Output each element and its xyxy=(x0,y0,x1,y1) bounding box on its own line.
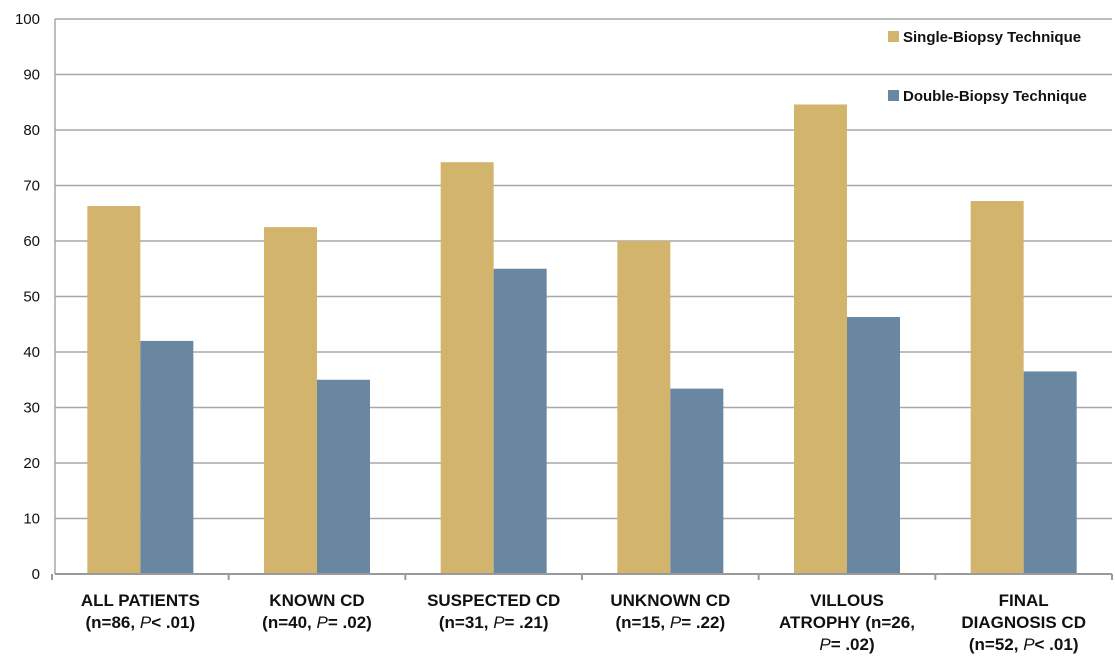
category-label: ALL PATIENTS xyxy=(81,591,200,610)
bar-single-biopsy xyxy=(617,241,671,574)
y-tick-label: 10 xyxy=(23,511,40,528)
y-tick-label: 40 xyxy=(23,344,40,361)
bar-double-biopsy xyxy=(140,340,194,574)
y-tick-label: 80 xyxy=(23,122,40,139)
legend-label: Single-Biopsy Technique xyxy=(903,29,1081,46)
y-tick-label: 20 xyxy=(23,455,40,472)
bar-double-biopsy xyxy=(847,317,900,574)
category-label: (n=31, P= .21) xyxy=(439,613,549,632)
y-tick-label: 100 xyxy=(15,11,40,28)
category-labels: ALL PATIENTS (n=86, P< .01) KNOWN CD (n=40,… xyxy=(81,591,1086,654)
y-tick-label: 60 xyxy=(23,233,40,250)
gridlines xyxy=(55,18,1112,520)
category-label: UNKNOWN CD xyxy=(610,591,730,610)
category-label: VILLOUS xyxy=(810,591,884,610)
category-label: (n=86, P< .01) xyxy=(86,613,196,632)
category-label: (n=52, P< .01) xyxy=(969,635,1079,654)
category-label: P= .02) xyxy=(819,635,874,654)
bar-single-biopsy xyxy=(87,206,141,574)
bar-single-biopsy xyxy=(440,162,494,574)
y-tick-label: 50 xyxy=(23,289,40,306)
x-axis xyxy=(51,19,1113,580)
category-label: DIAGNOSIS CD xyxy=(961,613,1086,632)
bar-double-biopsy xyxy=(493,268,547,574)
category-label: KNOWN CD xyxy=(269,591,364,610)
legend-swatch xyxy=(888,31,899,42)
bars xyxy=(87,104,1077,575)
legend-swatch xyxy=(888,90,899,101)
category-label: FINAL xyxy=(999,591,1049,610)
bar-single-biopsy xyxy=(264,227,317,574)
bar-single-biopsy xyxy=(794,104,847,574)
bar-double-biopsy xyxy=(317,379,370,574)
y-axis-ticks: 0 10 20 30 40 50 60 70 80 90 100 xyxy=(15,11,40,583)
y-tick-label: 30 xyxy=(23,400,40,417)
legend: Single-Biopsy Technique Double-Biopsy Tec… xyxy=(888,29,1087,105)
category-label: (n=40, P= .02) xyxy=(262,613,372,632)
bar-double-biopsy xyxy=(670,388,724,574)
y-tick-label: 90 xyxy=(23,67,40,84)
bar-single-biopsy xyxy=(970,201,1024,575)
legend-label: Double-Biopsy Technique xyxy=(903,88,1087,105)
y-tick-label: 0 xyxy=(32,566,40,583)
category-label: (n=15, P= .22) xyxy=(616,613,726,632)
category-label: ATROPHY (n=26, xyxy=(779,613,915,632)
category-label: SUSPECTED CD xyxy=(427,591,560,610)
y-tick-label: 70 xyxy=(23,178,40,195)
bar-double-biopsy xyxy=(1023,371,1077,574)
